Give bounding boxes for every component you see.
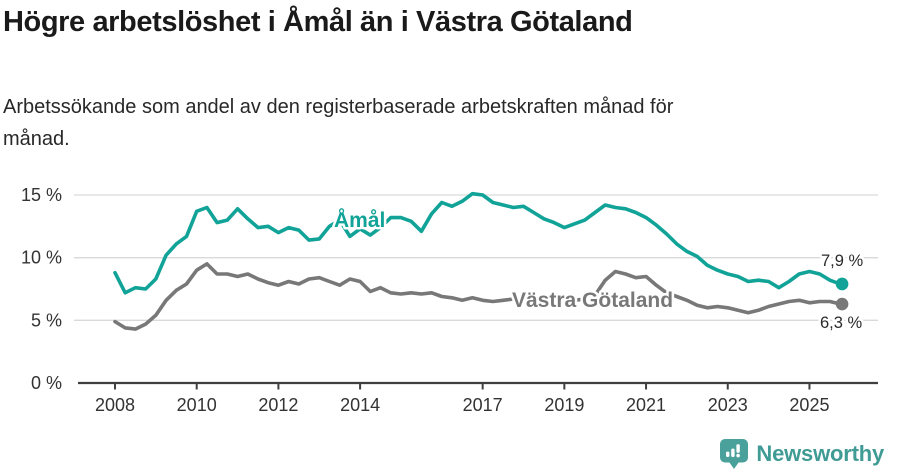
y-axis-tick-label: 0 % (31, 373, 62, 393)
series-lines (113, 191, 842, 331)
series-line-amal (113, 191, 842, 295)
brand-footer: Newsworthy (720, 438, 884, 470)
page-title: Högre arbetslöshet i Åmål än i Västra Gö… (3, 6, 633, 38)
newsworthy-logo-icon (720, 439, 749, 469)
x-axis-tick-label: 2008 (95, 395, 135, 415)
x-axis-tick-labels: 2008 2010 2012 2014 2017 2019 2021 2023 2025 (95, 395, 829, 415)
series-line-vastra-gotaland (113, 262, 842, 331)
y-axis-labels: 0 % 5 % 10 % 15 % (21, 185, 62, 393)
x-axis-tick-label: 2017 (463, 395, 503, 415)
series-label-amal: Åmål (334, 208, 385, 232)
page-subtitle: Arbetssökande som andel av den registerb… (3, 96, 674, 150)
x-axis-ticks (114, 383, 811, 390)
y-axis-tick-label: 15 % (21, 185, 62, 205)
x-axis-tick-label: 2012 (258, 395, 298, 415)
x-axis-tick-label: 2021 (626, 395, 666, 415)
x-axis-tick-label: 2014 (340, 395, 380, 415)
series-end-dot-vastra-gotaland (835, 297, 849, 311)
brand-name: Newsworthy (756, 441, 884, 466)
x-axis-tick-label: 2019 (544, 395, 584, 415)
y-axis-tick-label: 5 % (31, 310, 62, 330)
x-axis-tick-label: 2025 (789, 395, 829, 415)
series-end-dot-amal (835, 277, 849, 291)
end-value-label-vastra-gotaland: 6,3 % (820, 314, 863, 332)
line-chart: 0 %5 %10 %15 % 2008 2010 2012 2014 2017 2019 2… (21, 185, 878, 415)
x-axis: 2008 2010 2012 2014 2017 2019 2021 2023 2025 (78, 381, 878, 415)
end-value-label-amal: 7,9 % (821, 252, 864, 270)
y-axis-tick-label: 10 % (21, 248, 62, 268)
x-axis-tick-label: 2010 (177, 395, 217, 415)
series-label-vastra-gotaland: Västra Götaland (512, 289, 673, 312)
logo-bar-chart-glyph (726, 444, 741, 458)
x-axis-tick-label: 2023 (708, 395, 748, 415)
